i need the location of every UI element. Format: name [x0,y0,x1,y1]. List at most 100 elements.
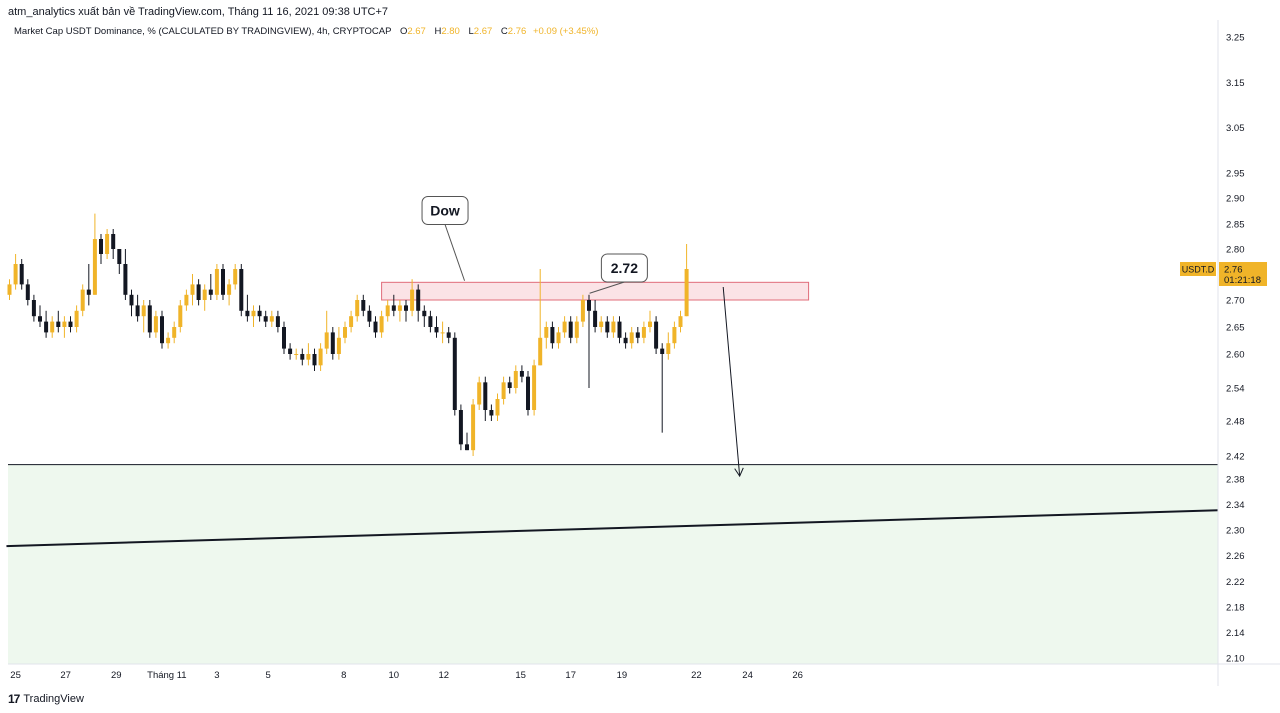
candle-body [324,332,329,349]
candle-body [452,337,457,410]
callout-box [600,253,648,283]
candle-body [306,354,311,360]
candle-body [458,410,463,445]
x-tick-label: 10 [389,670,400,681]
down-arrow-head [734,467,744,478]
candle-body [446,332,451,338]
candle-body [129,294,134,306]
candle-body [617,321,622,338]
candle-body [288,348,293,354]
candle-body [251,310,256,317]
y-tick-label: 2.95 [1226,169,1245,180]
candle-body [556,332,561,344]
candle-body [196,284,201,300]
candle-body [153,316,158,333]
candle-body [593,310,598,327]
x-tick-label: 26 [792,670,803,681]
y-tick-label: 3.15 [1226,78,1245,89]
high-value: 2.80 [441,26,460,37]
x-tick-label: 27 [60,670,71,681]
candle-body [367,310,372,322]
trendline [6,509,1219,548]
candle-body [263,316,268,322]
y-tick-label: 2.54 [1226,384,1245,395]
callout-pointer [589,281,625,294]
candle-body [86,289,91,295]
series-name: Market Cap USDT Dominance, % (CALCULATED… [14,26,392,37]
symbol-badge [1180,262,1216,276]
candle-body [538,337,543,366]
candle-body [489,410,494,416]
y-tick-label: 2.48 [1226,417,1245,428]
candle-body [343,327,347,338]
candle-body [141,305,146,317]
candle-body [678,316,683,327]
candle-body [275,316,280,327]
last-price-badge [1219,262,1267,286]
countdown-label: 01:21:18 [1224,275,1261,286]
close-label: C [500,26,508,37]
candle-body [208,289,213,295]
y-tick-label: 2.85 [1226,220,1245,231]
candle-body [105,234,110,254]
candle-body [190,284,195,295]
y-tick-label: 2.80 [1226,245,1245,256]
candle-body [166,337,171,344]
tradingview-brand: TradingView [23,693,84,705]
x-tick-label: 22 [691,670,702,681]
candle-body [172,327,177,338]
candle-body [361,300,366,311]
candle-body [184,294,189,306]
candle-body [233,269,238,285]
candle-body [562,321,567,333]
candle-body [641,327,646,338]
callout-box [421,195,469,225]
y-tick-label: 2.60 [1226,350,1245,361]
x-tick-label: 24 [742,670,753,681]
low-label: L [468,26,474,37]
change-value: +0.09 (+3.45%) [532,26,599,37]
y-tick-label: 2.90 [1226,194,1245,205]
candle-body [440,332,445,334]
candle-body [428,316,433,327]
series-legend: Market Cap USDT Dominance, % (CALCULATED… [14,26,598,37]
candle-body [477,382,482,405]
candle-body [25,284,30,300]
y-tick-label: 2.18 [1226,602,1245,613]
y-tick-label: 3.05 [1226,123,1245,134]
x-tick-label: 19 [617,670,628,681]
candle-body [13,264,18,285]
candle-body [410,289,415,311]
candle-body [379,316,384,333]
candle-body [660,348,665,354]
candle-body [605,321,610,333]
y-tick-label: 2.70 [1226,296,1245,307]
candle-body [202,289,207,300]
candle-body [483,382,488,410]
callout-label: Dow [430,202,460,218]
x-tick-label: 5 [265,670,270,681]
candle-body [654,321,659,349]
candle-body [465,444,469,451]
candle-body [19,264,24,285]
tradingview-logo: 17 TradingView [8,692,84,706]
open-value: 2.67 [407,26,426,37]
candle-body [44,321,49,333]
y-tick-label: 2.34 [1226,500,1245,511]
candle-body [99,239,103,254]
candle-body [123,264,128,295]
publisher-caption: atm_analytics xuất bản về TradingView.co… [8,6,389,18]
candle-body [507,382,512,388]
candle-body [178,305,183,327]
candle-body [38,316,42,322]
candle-body [111,234,116,249]
candle-body [214,269,219,295]
candle-body [74,310,79,327]
x-tick-label: 15 [515,670,526,681]
y-tick-label: 2.10 [1226,654,1245,665]
candle-body [257,310,262,317]
candle-body [635,332,640,338]
candle-body [397,305,402,311]
candle-body [7,284,12,295]
